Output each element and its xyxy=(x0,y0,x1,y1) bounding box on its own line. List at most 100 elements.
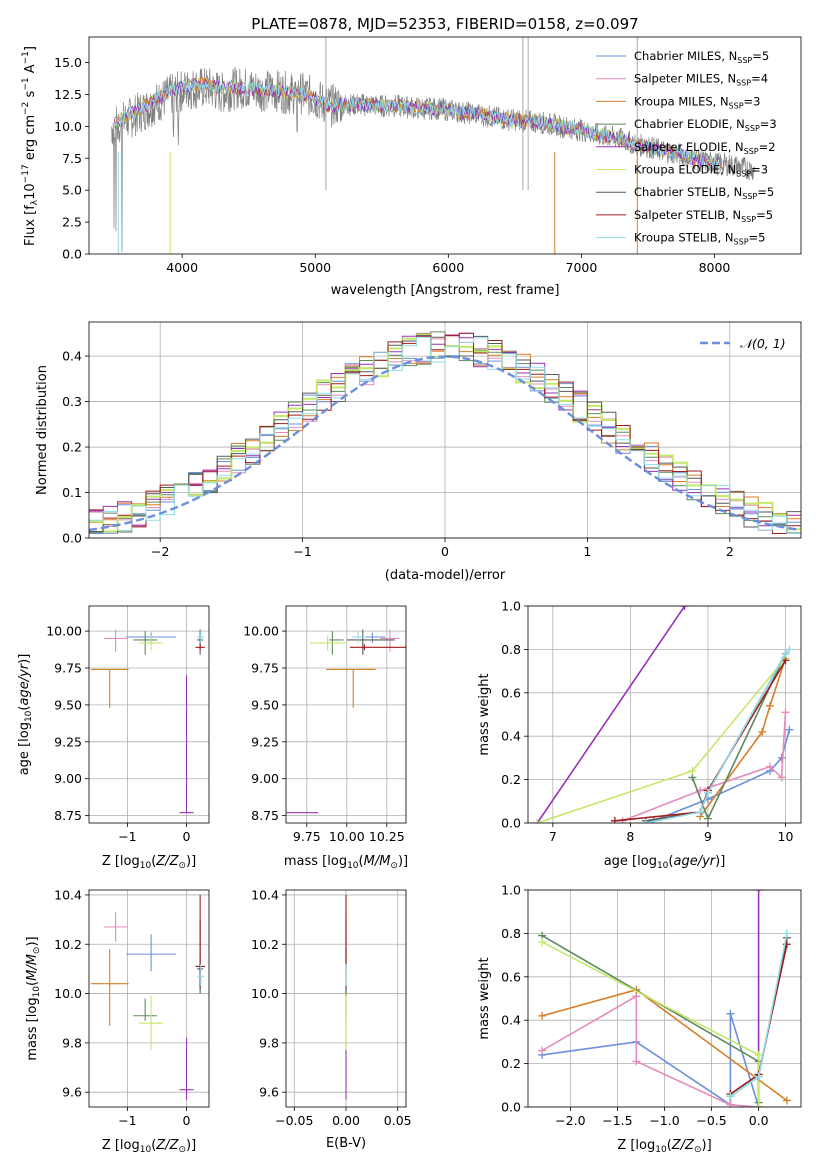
axes-frame xyxy=(88,605,210,824)
axes-frame xyxy=(285,889,407,1108)
y-axis-label: age [log10(age/yr)] xyxy=(17,654,34,776)
y-tick-label: 12.5 xyxy=(54,87,82,102)
x-tick-label: 0.0 xyxy=(749,1113,769,1128)
mass-weight-marker xyxy=(765,701,774,710)
y-tick-label: 0.1 xyxy=(62,485,82,500)
mass-weight-marker xyxy=(754,1072,763,1081)
mass-weight-line xyxy=(699,657,787,817)
y-tick-label: 0.2 xyxy=(62,440,82,455)
y-tick-label: 0.3 xyxy=(62,394,82,409)
y-tick-label: 10.00 xyxy=(46,624,82,639)
legend-label: Salpeter MILES, NSSP=4 xyxy=(634,72,768,88)
age-vs-metallicity-panel: −1 0 8.75 9.00 9.25 9.50 9.75 10.00 Z [log10(Z/Z… xyxy=(17,605,210,871)
x-tick-label: 8000 xyxy=(699,260,731,275)
y-tick-label: 9.6 xyxy=(62,1085,82,1100)
plot-area xyxy=(90,629,205,814)
tick-layer: −2 −1 0 1 2 0.0 0.1 0.2 0.3 0.4 xyxy=(62,349,734,559)
x-tick-label: 10 xyxy=(778,829,794,844)
x-tick-label: −0.5 xyxy=(696,1113,726,1128)
x-axis-label: wavelength [Angstrom, rest frame] xyxy=(331,283,560,298)
x-tick-label: 10.00 xyxy=(329,829,365,844)
x-tick-label: −1.5 xyxy=(602,1113,632,1128)
axes-frame xyxy=(527,605,802,824)
mass-weight-line xyxy=(541,1013,760,1107)
plot-area xyxy=(111,37,755,254)
mass-weight-marker xyxy=(538,1046,547,1055)
legend-label: Salpeter STELIB, NSSP=5 xyxy=(634,208,773,224)
mass-weight-line xyxy=(653,729,791,822)
mass-weight-marker xyxy=(777,773,786,782)
y-tick-label: 10.4 xyxy=(251,887,279,902)
y-tick-label: 9.6 xyxy=(259,1085,279,1100)
y-tick-label: 10.2 xyxy=(54,937,82,952)
mass-vs-extinction-panel: −0.05 0.00 0.05 9.6 9.8 10.0 10.2 10.4 E(B-V) xyxy=(251,887,411,1151)
plot-area xyxy=(538,890,791,1107)
legend: Chabrier MILES, NSSP=5 Salpeter MILES, NS… xyxy=(596,49,777,247)
residual-histogram xyxy=(89,336,801,534)
x-axis-label: Z [log10(Z/Z⊙)] xyxy=(102,854,196,871)
legend-label: Kroupa ELODIE, NSSP=3 xyxy=(634,163,768,179)
y-axis-label: mass weight xyxy=(477,957,492,1039)
x-axis-label: E(B-V) xyxy=(326,1136,366,1151)
mass-weight-marker xyxy=(680,606,689,610)
y-tick-label: 8.75 xyxy=(54,808,82,823)
y-tick-label: 0.0 xyxy=(62,247,82,262)
mass-weight-marker xyxy=(688,766,697,775)
x-tick-label: 2 xyxy=(726,544,734,559)
axes-frame xyxy=(527,889,802,1108)
x-tick-label: 0.05 xyxy=(384,1113,412,1128)
x-tick-label: 9.75 xyxy=(293,829,321,844)
x-tick-label: −2 xyxy=(151,544,169,559)
mass-weight-vs-metallicity-panel: −2.0 −1.5 −1.0 −0.5 0.0 0.0 0.2 0.4 0.6 0.8 1.0 Z [… xyxy=(477,883,802,1155)
x-axis-label: age [log10(age/yr)] xyxy=(604,854,726,871)
mass-weight-marker xyxy=(726,1100,735,1107)
mass-weight-marker xyxy=(782,929,791,938)
model-spectrum xyxy=(113,77,722,171)
mass-weight-marker xyxy=(754,1103,763,1107)
x-tick-label: 7 xyxy=(549,829,557,844)
mass-weight-marker xyxy=(781,649,790,658)
mass-weight-marker xyxy=(785,645,794,654)
y-tick-label: 10.0 xyxy=(54,119,82,134)
normal-distribution-curve xyxy=(89,355,799,532)
y-tick-label: 1.0 xyxy=(501,599,521,614)
mass-weight-line xyxy=(541,941,760,1107)
x-tick-label: −1 xyxy=(118,1113,136,1128)
mass-weight-marker xyxy=(782,1096,791,1105)
y-tick-label: 0.0 xyxy=(501,816,521,831)
x-tick-label: 9 xyxy=(704,829,712,844)
y-tick-label: 9.25 xyxy=(251,734,279,749)
legend-label: Chabrier STELIB, NSSP=5 xyxy=(634,185,774,201)
y-tick-label: 5.0 xyxy=(62,183,82,198)
plot-area xyxy=(286,629,406,814)
y-axis-label: Flux [fλ10−17 erg cm−2 s−1 A−1] xyxy=(21,46,40,246)
x-tick-label: 10.25 xyxy=(369,829,405,844)
x-tick-label: −1.0 xyxy=(649,1113,679,1128)
legend-label: Chabrier ELODIE, NSSP=3 xyxy=(634,117,777,133)
x-tick-label: −1 xyxy=(293,544,311,559)
y-tick-label: 7.5 xyxy=(62,151,82,166)
y-tick-label: 9.00 xyxy=(251,771,279,786)
y-tick-label: 0.2 xyxy=(501,772,521,787)
y-tick-label: 0.6 xyxy=(501,969,521,984)
y-tick-label: 9.8 xyxy=(259,1035,279,1050)
plot-area xyxy=(89,331,801,534)
mass-weight-marker xyxy=(641,819,650,823)
y-tick-label: 9.50 xyxy=(251,697,279,712)
y-tick-label: 8.75 xyxy=(251,808,279,823)
y-tick-label: 0.4 xyxy=(62,349,82,364)
y-tick-label: 9.75 xyxy=(54,661,82,676)
x-tick-label: 6000 xyxy=(432,260,464,275)
mass-weight-marker xyxy=(777,753,786,762)
mass-weight-marker xyxy=(765,762,774,771)
legend-label: Kroupa MILES, NSSP=3 xyxy=(634,94,760,110)
x-tick-label: 7000 xyxy=(566,260,598,275)
tick-layer: 9.75 10.00 10.25 8.75 9.00 9.25 9.50 9.75 10.00 xyxy=(243,624,404,844)
y-tick-label: 15.0 xyxy=(54,55,82,70)
mass-weight-marker xyxy=(696,808,705,817)
y-tick-label: 0.8 xyxy=(501,642,521,657)
y-tick-label: 0.6 xyxy=(501,685,521,700)
tick-layer: −1 0 8.75 9.00 9.25 9.50 9.75 10.00 xyxy=(46,624,190,844)
y-tick-label: 2.5 xyxy=(62,215,82,230)
tick-layer: −2.0 −1.5 −1.0 −0.5 0.0 0.0 0.2 0.4 0.6 0.8 1.0 xyxy=(501,883,769,1129)
